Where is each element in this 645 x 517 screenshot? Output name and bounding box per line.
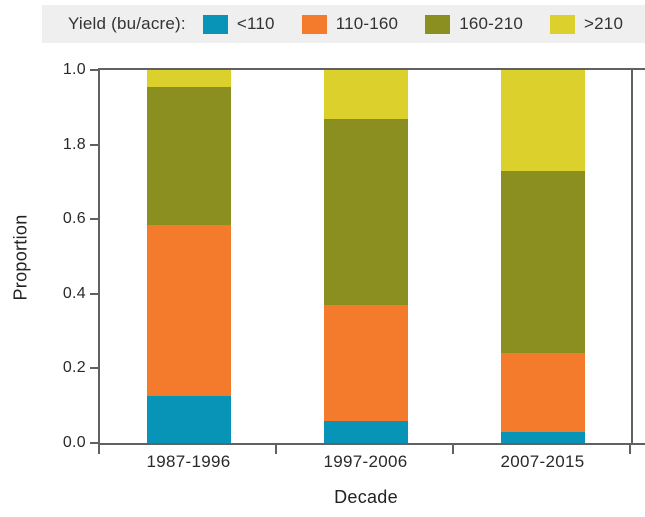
legend-swatch-160-210 — [425, 14, 451, 34]
legend-item-label: 160-210 — [459, 14, 524, 33]
y-tick — [90, 69, 99, 71]
legend-title: Yield (bu/acre): — [68, 14, 186, 33]
legend-item-160-210: 160-210 — [425, 14, 523, 34]
bar-segment-1997-2006->210 — [323, 70, 408, 119]
bar-segment-1987-1996-160-210 — [146, 86, 231, 225]
x-tick-label-2007-2015: 2007-2015 — [500, 452, 585, 471]
x-tick-label-1997-2006: 1997-2006 — [323, 452, 408, 471]
legend: Yield (bu/acre): <110 110-160 160-210 >210 — [42, 5, 645, 43]
legend-item-label: 110-160 — [335, 14, 399, 33]
x-tick — [275, 445, 277, 454]
legend-item->210: >210 — [550, 14, 623, 34]
bar-segment-1997-2006-<110 — [323, 420, 408, 443]
x-axis-title: Decade — [334, 487, 398, 507]
legend-item-110-160: 110-160 — [301, 14, 399, 34]
plot-top-frame-line — [99, 68, 645, 70]
bar-segment-2007-2015->210 — [500, 70, 585, 171]
y-tick — [90, 367, 99, 370]
plot-right-frame-line — [631, 68, 633, 445]
legend-item-<110: <110 — [202, 14, 275, 34]
bar-segment-1997-2006-160-210 — [323, 118, 408, 305]
y-axis-title: Proportion — [10, 214, 31, 301]
y-tick-label: 1.8 — [62, 135, 86, 153]
legend-swatch-110-160 — [301, 14, 327, 34]
legend-swatch-<110 — [202, 14, 228, 34]
x-tick-label-1987-1996: 1987-1996 — [146, 452, 231, 471]
y-axis-line — [98, 68, 100, 445]
bar-segment-1987-1996-<110 — [146, 396, 231, 443]
y-tick-label: 0.6 — [62, 210, 86, 228]
y-tick — [90, 218, 99, 221]
y-tick — [90, 442, 99, 444]
legend-items: <110 110-160 160-210 >210 — [202, 14, 623, 34]
legend-swatch->210 — [550, 14, 576, 34]
x-axis-line — [99, 443, 645, 445]
bar-segment-1987-1996-110-160 — [146, 224, 231, 397]
y-tick-label: 0.2 — [62, 359, 86, 377]
bar-segment-2007-2015-110-160 — [500, 353, 585, 432]
plot-area — [100, 70, 631, 443]
bar-segment-2007-2015-160-210 — [500, 170, 585, 354]
bar-segment-2007-2015-<110 — [500, 431, 585, 443]
x-tick — [452, 445, 454, 454]
bar-segment-1987-1996->210 — [146, 70, 231, 87]
y-tick-label: 0.0 — [62, 434, 86, 451]
legend-item-label: <110 — [236, 14, 275, 33]
x-tick — [98, 445, 100, 454]
y-tick — [90, 292, 99, 295]
y-tick — [90, 143, 99, 146]
legend-item-label: >210 — [584, 14, 624, 33]
bar-segment-1997-2006-110-160 — [323, 305, 408, 421]
y-tick-label: 0.4 — [62, 284, 86, 302]
x-tick — [629, 445, 631, 454]
y-tick-label: 1.0 — [62, 61, 86, 78]
